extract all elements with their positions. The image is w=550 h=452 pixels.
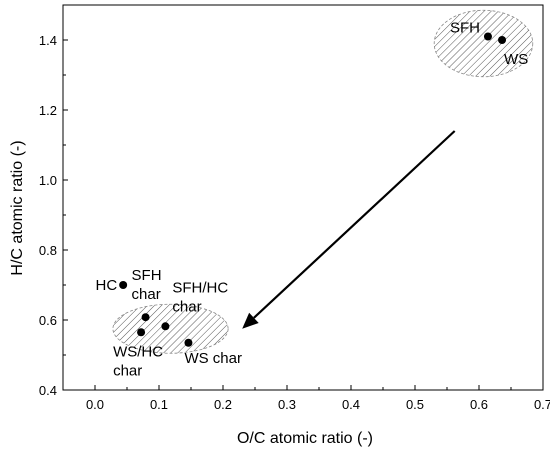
y-tick-label: 1.2 — [39, 103, 57, 118]
x-axis-title: O/C atomic ratio (-) — [237, 430, 373, 447]
trend-arrow — [242, 130, 456, 329]
y-tick-label: 1.0 — [39, 173, 57, 188]
data-point — [184, 338, 193, 347]
data-point — [141, 313, 150, 322]
arrow-shaft — [253, 130, 456, 319]
cluster-region-0 — [433, 9, 534, 78]
y-axis: 0.4 0.6 0.8 1.0 1.2 1.4 — [39, 33, 68, 398]
point-label: SFH/HC char — [172, 279, 228, 315]
point-label: WS/HC char — [113, 343, 163, 379]
data-points — [119, 32, 507, 347]
x-tick-label: 0.3 — [278, 397, 296, 412]
y-tick-label: 0.8 — [39, 243, 57, 258]
point-label: HC — [95, 277, 117, 294]
y-tick-label: 0.6 — [39, 313, 57, 328]
y-tick-label: 0.4 — [39, 383, 57, 398]
y-axis-title: H/C atomic ratio (-) — [9, 140, 26, 275]
y-tick-label: 1.4 — [39, 33, 57, 48]
point-label: SFH — [450, 20, 480, 37]
x-tick-label: 0.5 — [406, 397, 424, 412]
x-tick-label: 0.2 — [214, 397, 232, 412]
x-tick-label: 0.1 — [150, 397, 168, 412]
x-axis: 0.0 0.1 0.2 0.3 0.4 0.5 0.6 0.7 — [86, 385, 550, 412]
data-point — [498, 36, 507, 44]
arrow-head — [242, 312, 259, 329]
x-tick-label: 0.4 — [342, 397, 360, 412]
x-tick-label: 0.6 — [470, 397, 488, 412]
x-tick-label: 0.0 — [86, 397, 104, 412]
data-point — [483, 32, 492, 41]
data-point — [137, 328, 146, 337]
point-label: WS char — [184, 350, 242, 367]
data-point — [119, 281, 128, 289]
point-label: WS — [504, 51, 528, 68]
plot-frame — [62, 4, 544, 391]
data-point — [161, 322, 170, 331]
x-tick-label: 0.7 — [534, 397, 550, 412]
point-label: SFH char — [132, 267, 162, 303]
cluster-regions — [112, 9, 534, 354]
